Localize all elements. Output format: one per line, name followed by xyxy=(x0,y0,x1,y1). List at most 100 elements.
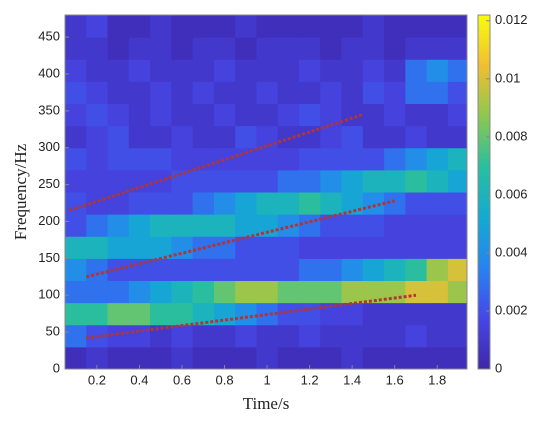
heatmap-cell xyxy=(384,37,406,60)
x-axis-label: Time/s xyxy=(243,394,290,413)
heatmap-cell xyxy=(213,103,236,127)
colorbar-swatch xyxy=(478,39,490,43)
colorbar-swatch xyxy=(478,36,490,40)
heatmap-cell xyxy=(405,59,428,82)
heatmap-cell xyxy=(86,125,109,149)
heatmap-cell xyxy=(320,214,343,237)
colorbar-swatch xyxy=(478,111,490,115)
colorbar-frame xyxy=(477,14,491,370)
heatmap-cell xyxy=(86,37,109,60)
heatmap-cell xyxy=(171,302,194,326)
heatmap-cell xyxy=(362,147,385,171)
y-tick-label: 150 xyxy=(38,250,60,265)
heatmap-cell xyxy=(320,59,343,82)
colorbar-swatch xyxy=(478,174,490,178)
heatmap-cell xyxy=(405,37,428,60)
heatmap-cell xyxy=(65,125,87,149)
colorbar-swatch xyxy=(478,117,490,121)
colorbar-swatch xyxy=(478,279,490,283)
colorbar-swatch xyxy=(478,183,490,187)
heatmap-cell xyxy=(128,15,151,38)
colorbar-swatch xyxy=(478,252,490,256)
heatmap-cell xyxy=(235,258,257,281)
heatmap-cell xyxy=(150,147,172,171)
colorbar-swatch xyxy=(478,258,490,262)
heatmap-cell xyxy=(107,169,130,193)
heatmap-cell xyxy=(128,125,151,149)
heatmap-cell xyxy=(384,81,406,104)
heatmap-cell xyxy=(256,346,279,369)
heatmap-cell xyxy=(320,15,343,38)
heatmap-cell xyxy=(341,15,364,38)
colorbar-swatch xyxy=(478,84,490,88)
heatmap-cell xyxy=(447,324,467,348)
y-tick-label: 100 xyxy=(38,287,60,302)
heatmap-cell xyxy=(426,15,449,38)
heatmap-cell xyxy=(171,125,194,149)
heatmap-cell xyxy=(213,258,236,281)
heatmap-cell xyxy=(128,236,151,259)
heatmap-cell xyxy=(235,214,257,237)
heatmap-cell xyxy=(128,280,151,304)
heatmap-cell xyxy=(320,37,343,60)
heatmap-cell xyxy=(171,103,194,127)
heatmap-cell xyxy=(65,147,87,171)
colorbar-swatch xyxy=(478,366,490,370)
heatmap-cell xyxy=(171,346,194,369)
heatmap-cell xyxy=(405,280,428,304)
heatmap-cell xyxy=(65,236,87,259)
heatmap-cell xyxy=(86,81,109,104)
heatmap-cell xyxy=(362,258,385,281)
heatmap-cell xyxy=(192,59,215,82)
colorbar-swatch xyxy=(478,270,490,274)
heatmap-cell xyxy=(171,59,194,82)
colorbar-swatch xyxy=(478,180,490,184)
heatmap-cell xyxy=(235,346,257,369)
heatmap-cell xyxy=(341,258,364,281)
heatmap-cell xyxy=(171,147,194,171)
colorbar-swatch xyxy=(478,333,490,337)
colorbar-swatch xyxy=(478,363,490,367)
heatmap-cell xyxy=(447,258,467,281)
colorbar-swatch xyxy=(478,222,490,226)
colorbar-swatch xyxy=(478,78,490,82)
heatmap-cell xyxy=(277,324,300,348)
heatmap-cell xyxy=(362,103,385,127)
colorbar-swatch xyxy=(478,147,490,151)
colorbar-swatch xyxy=(478,201,490,205)
colorbar-swatch xyxy=(478,69,490,73)
heatmap-cell xyxy=(192,258,215,281)
heatmap-cell xyxy=(65,302,87,326)
heatmap-cell xyxy=(128,147,151,171)
heatmap-cell xyxy=(341,59,364,82)
colorbar-tick-label: 0.012 xyxy=(495,12,528,27)
heatmap-cell xyxy=(256,236,279,259)
heatmap-cell xyxy=(107,236,130,259)
colorbar-swatch xyxy=(478,171,490,175)
heatmap-cell xyxy=(256,103,279,127)
heatmap-cell xyxy=(362,324,385,348)
heatmap-cell xyxy=(426,236,449,259)
colorbar-swatch xyxy=(478,225,490,229)
heatmap-cell xyxy=(150,236,172,259)
heatmap-cell xyxy=(362,302,385,326)
colorbar-swatch xyxy=(478,243,490,247)
colorbar-swatch xyxy=(478,129,490,133)
heatmap-cell xyxy=(447,214,467,237)
heatmap-cell xyxy=(426,169,449,193)
heatmap-cell xyxy=(171,81,194,104)
colorbar-swatch xyxy=(478,213,490,217)
y-tick-label: 200 xyxy=(38,213,60,228)
colorbar-swatch xyxy=(478,255,490,259)
colorbar-swatch xyxy=(478,309,490,313)
colorbar-swatch xyxy=(478,24,490,28)
heatmap-cell xyxy=(384,59,406,82)
heatmap-cell xyxy=(192,81,215,104)
heatmap-cell xyxy=(426,81,449,104)
heatmap-cell xyxy=(298,302,321,326)
colorbar-swatch xyxy=(478,336,490,340)
heatmap-cell xyxy=(65,258,87,281)
heatmap-cell xyxy=(298,214,321,237)
heatmap-cell xyxy=(65,169,87,193)
